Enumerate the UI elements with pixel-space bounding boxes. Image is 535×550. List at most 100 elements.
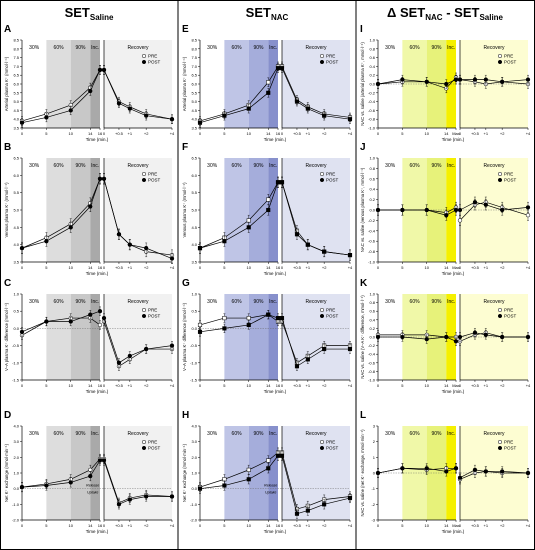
- data-point-post: [294, 232, 300, 237]
- x-tick-label: +1: [306, 383, 311, 388]
- y-tick-label: 0.5: [191, 309, 197, 314]
- panel-letter: G: [182, 278, 190, 289]
- panel-E: E 30% 60% 90% Inc. Recovery 3.5 4.0 4.5 5.0 5.5 6.0…: [182, 24, 353, 142]
- y-tick-label: -2: [371, 502, 375, 507]
- panel-G: G 30% 60% 90% Inc. Recovery -1.5 -1.0 -0.5 0.0 0.5…: [182, 278, 353, 394]
- column-title: SETSaline: [65, 5, 114, 22]
- data-point-post: [453, 207, 459, 213]
- phase-label: 60%: [232, 163, 243, 169]
- data-point-post: [472, 467, 478, 473]
- y-tick-label: 0: [373, 471, 376, 476]
- legend-marker-pre: [319, 171, 325, 177]
- column-title: SETNAC: [246, 5, 289, 22]
- y-tick-label: 6.0: [191, 173, 197, 178]
- legend-label-post: POST: [504, 60, 517, 65]
- y-axis-label: Venous plasma K⁺ (mmol·l⁻¹): [182, 182, 187, 238]
- y-tick-label: 0.0: [13, 326, 19, 331]
- x-tick-label: 0: [377, 131, 380, 136]
- x-tick-label: 14: [444, 523, 449, 528]
- phase-label-recovery: Recovery: [305, 45, 327, 51]
- legend-marker-pre: [497, 171, 503, 177]
- x-tick-label: +2: [500, 383, 505, 388]
- x-tick-label: +4: [526, 383, 531, 388]
- x-tick-label: 0: [21, 131, 24, 136]
- x-tick-label: 5: [45, 131, 48, 136]
- phase-label: 30%: [29, 45, 40, 51]
- data-point-pre: [88, 467, 93, 473]
- x-tick-label: +0.5: [471, 523, 480, 528]
- data-point-post: [222, 113, 227, 118]
- y-tick-label: 6.5: [191, 156, 197, 161]
- x-tick-label: +2: [322, 383, 327, 388]
- y-tick-label: 0.2: [369, 326, 375, 331]
- x-tick-label: 0: [281, 523, 284, 528]
- x-tick-label: 14: [88, 383, 93, 388]
- y-tick-label: 3.0: [13, 439, 19, 444]
- recovery-band: [104, 40, 172, 128]
- x-tick-label: +4: [526, 265, 531, 270]
- data-point-post: [246, 106, 251, 111]
- phase-label: 30%: [207, 45, 218, 51]
- y-axis-label: Net K⁺ exchange (mmol·min⁻¹): [4, 443, 9, 502]
- data-point-post: [400, 466, 405, 471]
- phase-band: [200, 426, 225, 520]
- y-tick-label: 1.0: [191, 471, 197, 476]
- x-tick-label: 0: [103, 523, 106, 528]
- phase-label: Inc.: [269, 299, 277, 305]
- y-tick-label: 0.8: [369, 166, 375, 171]
- y-tick-label: -0.6: [368, 360, 376, 365]
- legend-label-post: POST: [504, 178, 517, 183]
- x-axis-label: Time (min.): [264, 271, 287, 276]
- x-tick-label: 5: [401, 383, 404, 388]
- x-tick-label: +0.5: [293, 131, 302, 136]
- y-tick-label: -0.8: [368, 249, 376, 254]
- x-tick-label: +1: [484, 523, 489, 528]
- x-tick-label: 5: [223, 131, 226, 136]
- x-tick-label: +1: [306, 131, 311, 136]
- legend-marker-post: [141, 59, 147, 65]
- data-point-post: [44, 483, 49, 488]
- y-tick-label: 0.2: [369, 197, 375, 202]
- x-tick-label: 5: [223, 383, 226, 388]
- data-point-post: [116, 232, 122, 237]
- x-tick-label: 0: [377, 265, 380, 270]
- panel-letter: E: [182, 24, 189, 35]
- x-tick-label: 16: [276, 131, 281, 136]
- y-tick-label: 1.0: [13, 471, 19, 476]
- x-tick-label: 0: [103, 265, 106, 270]
- data-point-post: [144, 346, 149, 352]
- panel-A: A 30% 60% 90% Inc. Recovery 3.5 4.0 4.5 5.0 5.5 6.0…: [4, 24, 175, 142]
- data-point-post: [472, 200, 478, 205]
- phase-label: 30%: [385, 431, 396, 437]
- data-point-post: [197, 329, 203, 334]
- data-point-post: [144, 494, 149, 499]
- phase-band: [268, 158, 278, 262]
- x-tick-label: 5: [401, 523, 404, 528]
- data-point-post: [127, 497, 132, 502]
- y-tick-label: 0.6: [369, 55, 375, 60]
- legend-marker-post: [497, 313, 503, 319]
- x-tick-label: 0: [459, 131, 462, 136]
- y-tick-label: -2.0: [190, 518, 198, 523]
- y-axis-label: NAC vs. saline (arterial plasma K⁺, mmol…: [360, 42, 365, 126]
- legend-label-pre: PRE: [326, 172, 335, 177]
- data-point-post: [347, 253, 353, 258]
- data-point-pre: [197, 322, 203, 328]
- y-tick-label: 4.0: [191, 424, 197, 429]
- data-point-post: [322, 502, 327, 507]
- phase-label: 90%: [431, 45, 442, 51]
- x-tick-label: 10: [247, 383, 252, 388]
- y-tick-label: -0.8: [368, 369, 376, 374]
- data-point-post: [500, 79, 505, 84]
- data-point-post: [453, 77, 459, 82]
- data-point-post: [101, 176, 107, 181]
- legend-label-pre: PRE: [504, 172, 513, 177]
- legend-marker-post: [497, 59, 503, 65]
- phase-label: 30%: [207, 431, 218, 437]
- y-tick-label: -0.4: [368, 228, 376, 233]
- y-tick-label: 5.5: [191, 90, 197, 95]
- data-point-post: [525, 77, 531, 82]
- y-tick-label: -0.6: [368, 108, 376, 113]
- y-tick-label: 0.2: [369, 73, 375, 78]
- y-tick-label: -1.0: [12, 360, 20, 365]
